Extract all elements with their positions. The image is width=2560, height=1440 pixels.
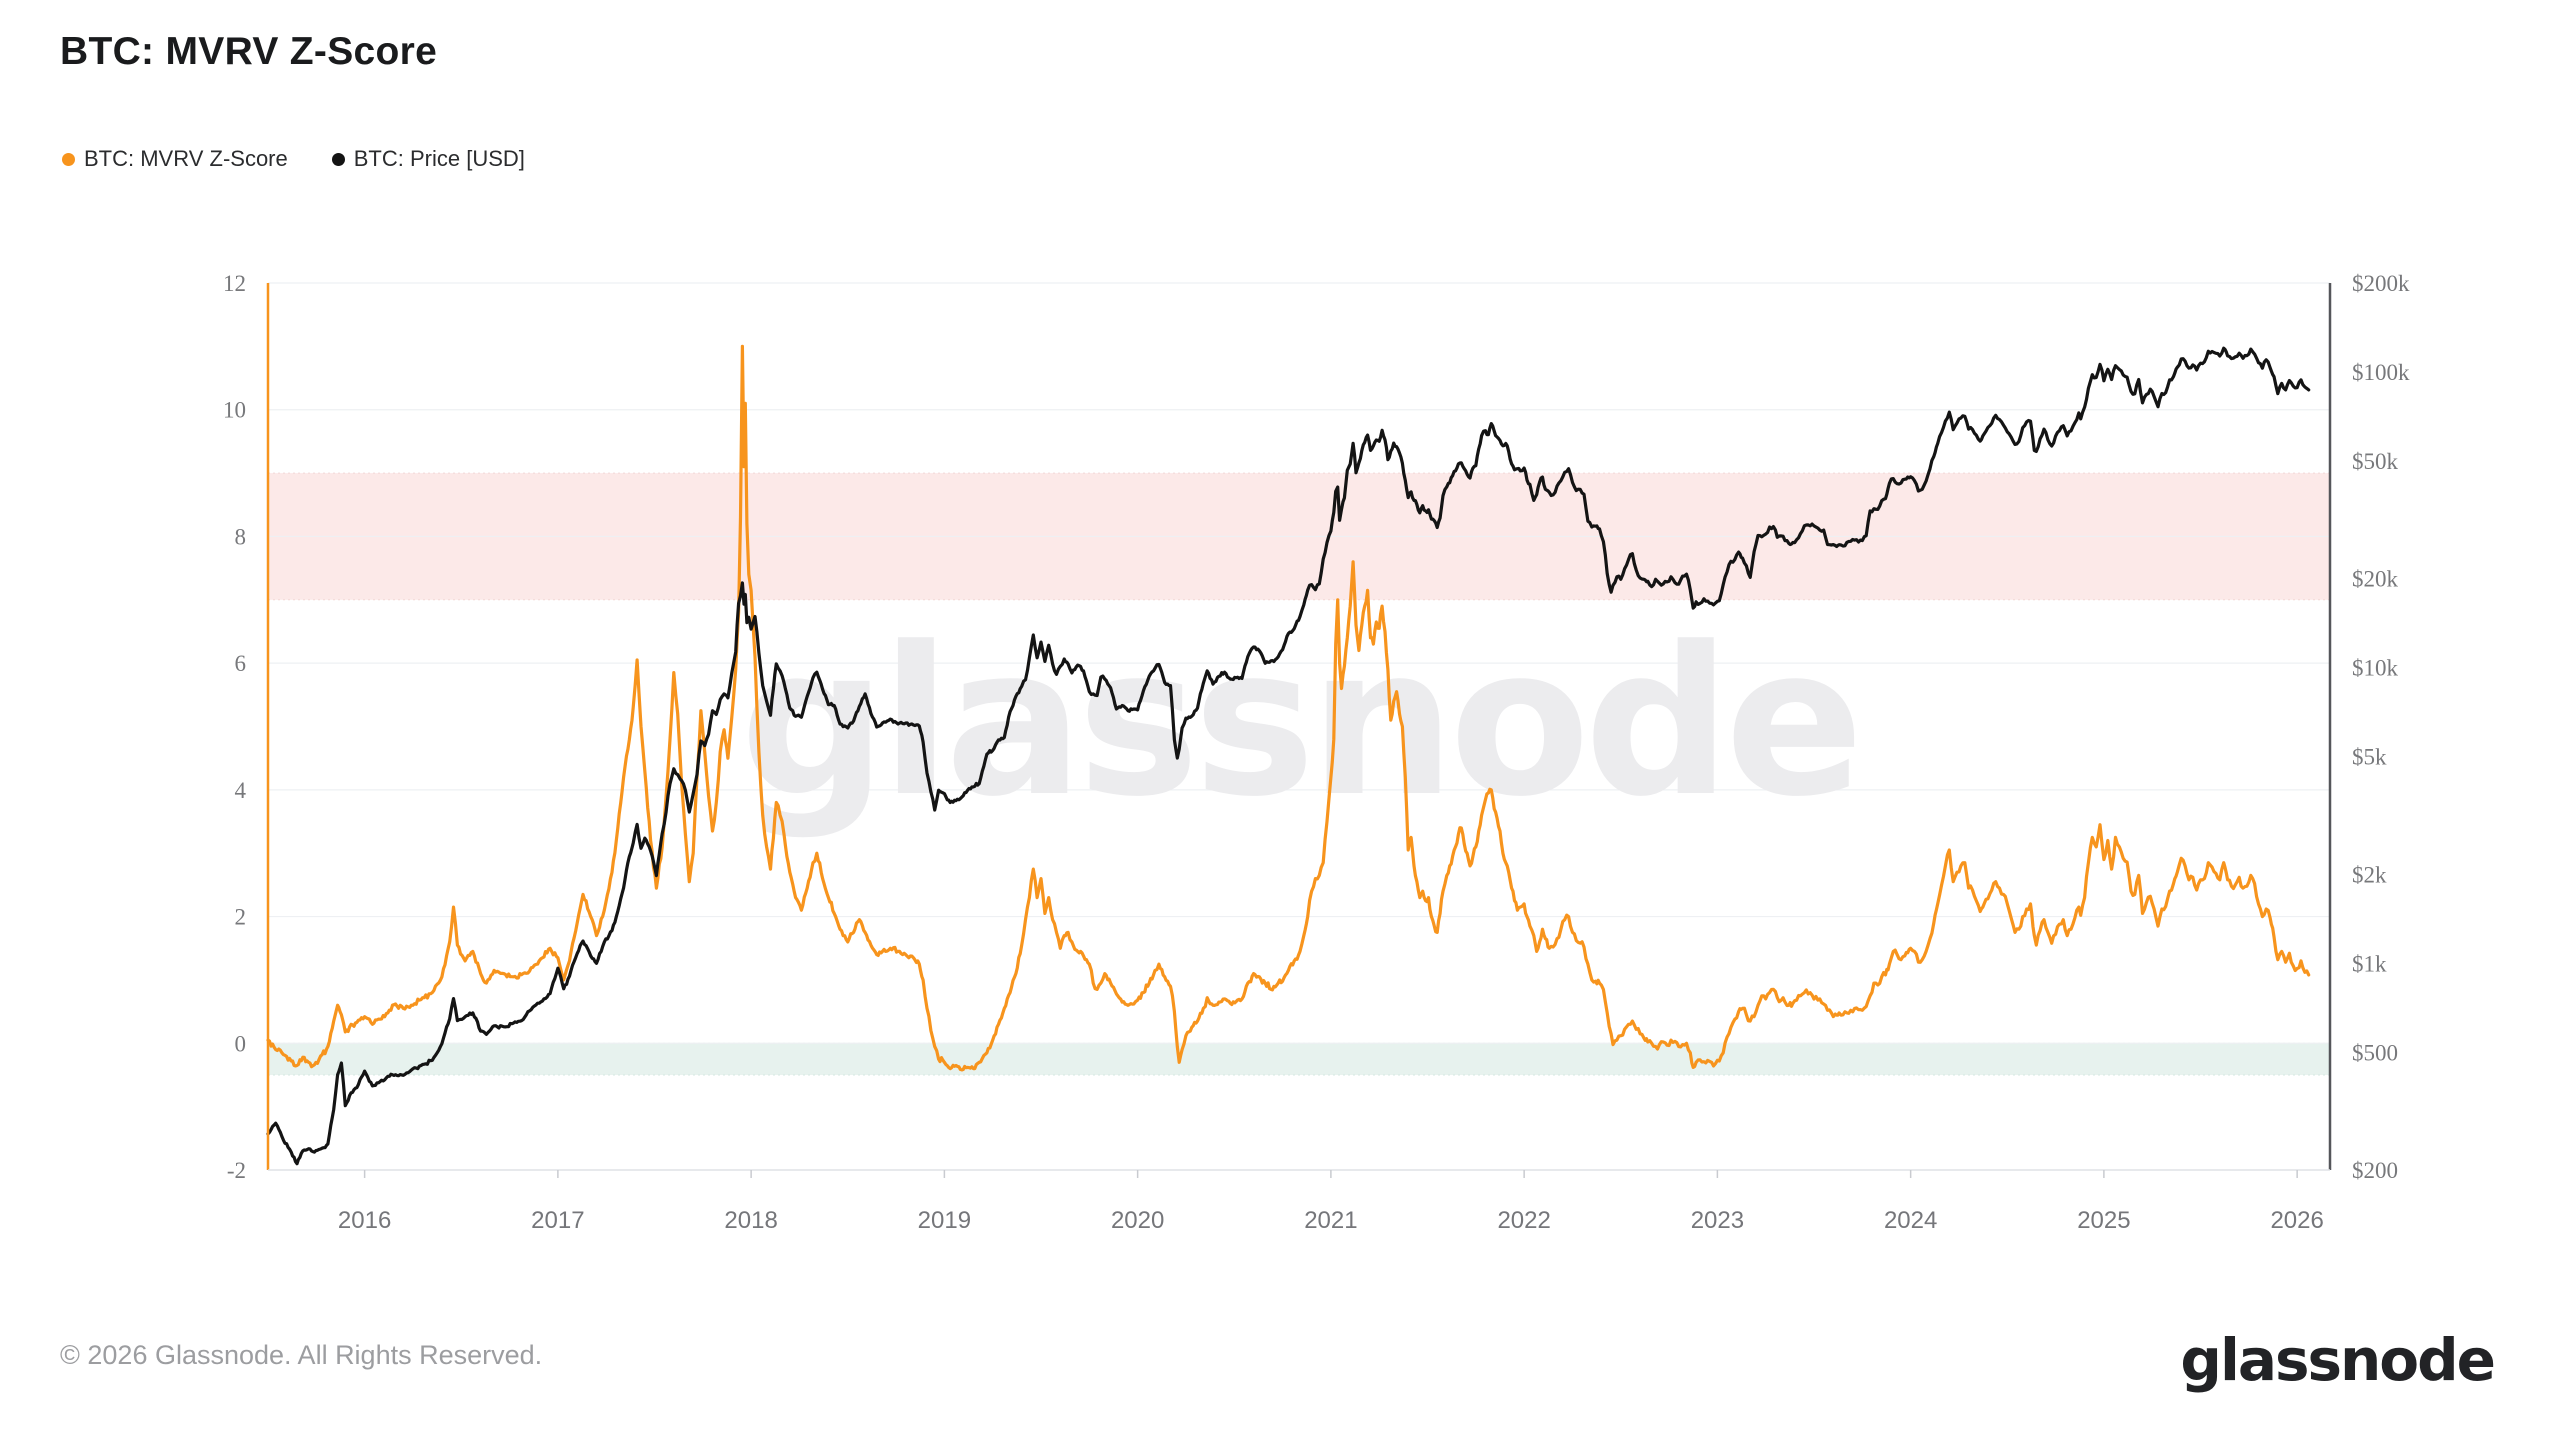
chart-plot-area[interactable] xyxy=(268,283,2330,1170)
right-axis-tick-$200k: $200k xyxy=(2352,271,2410,296)
x-axis-label-2020: 2020 xyxy=(1111,1207,1164,1234)
x-axis-label-2017: 2017 xyxy=(531,1207,584,1234)
left-axis-tick--2: -2 xyxy=(227,1158,246,1183)
chart-legend: BTC: MVRV Z-Score BTC: Price [USD] xyxy=(62,146,525,172)
right-axis-tick-$10k: $10k xyxy=(2352,656,2399,681)
right-axis-tick-$1k: $1k xyxy=(2352,951,2387,976)
x-axis-label-2022: 2022 xyxy=(1497,1207,1550,1234)
x-axis-label-2023: 2023 xyxy=(1691,1207,1744,1234)
legend-item-mvrv-zscore[interactable]: BTC: MVRV Z-Score xyxy=(62,146,288,172)
glassnode-watermark: glassnode xyxy=(740,604,1858,842)
left-axis-tick-12: 12 xyxy=(223,271,246,296)
x-axis-label-2019: 2019 xyxy=(918,1207,971,1234)
right-axis-tick-$200: $200 xyxy=(2352,1158,2398,1183)
right-axis-tick-$2k: $2k xyxy=(2352,862,2387,887)
right-axis-tick-$100k: $100k xyxy=(2352,360,2410,385)
mvrv-zscore-line xyxy=(266,344,2311,1072)
legend-label-price: BTC: Price [USD] xyxy=(353,146,525,171)
x-axis-label-2021: 2021 xyxy=(1304,1207,1357,1234)
x-axis-label-2018: 2018 xyxy=(724,1207,777,1234)
x-axis-label-2016: 2016 xyxy=(338,1207,391,1234)
left-axis-tick-4: 4 xyxy=(235,778,247,803)
left-axis-tick-2: 2 xyxy=(235,905,247,930)
legend-dot-icon-mvrv xyxy=(62,152,75,166)
btc-price-line xyxy=(266,346,2311,1166)
footer-copyright: © 2026 Glassnode. All Rights Reserved. xyxy=(60,1340,543,1370)
glassnode-logo: glassnode xyxy=(2180,1326,2496,1394)
left-axis-tick-8: 8 xyxy=(235,524,247,549)
right-axis-tick-$500: $500 xyxy=(2352,1040,2398,1065)
page-title: BTC: MVRV Z-Score xyxy=(60,30,438,73)
right-axis-tick-$50k: $50k xyxy=(2352,449,2399,474)
right-axis-tick-$5k: $5k xyxy=(2352,745,2387,770)
undervalued-band xyxy=(268,1043,2330,1075)
x-axis-label-2025: 2025 xyxy=(2077,1207,2130,1234)
x-axis-label-2026: 2026 xyxy=(2270,1207,2323,1234)
left-axis-tick-10: 10 xyxy=(223,398,246,423)
left-axis-tick-6: 6 xyxy=(235,651,247,676)
left-axis-tick-0: 0 xyxy=(235,1031,247,1056)
right-axis-tick-$20k: $20k xyxy=(2352,567,2399,592)
legend-label-mvrv: BTC: MVRV Z-Score xyxy=(84,146,288,171)
legend-dot-icon-price xyxy=(331,152,345,166)
x-axis-label-2024: 2024 xyxy=(1884,1207,1937,1234)
legend-item-price[interactable]: BTC: Price [USD] xyxy=(331,146,525,172)
